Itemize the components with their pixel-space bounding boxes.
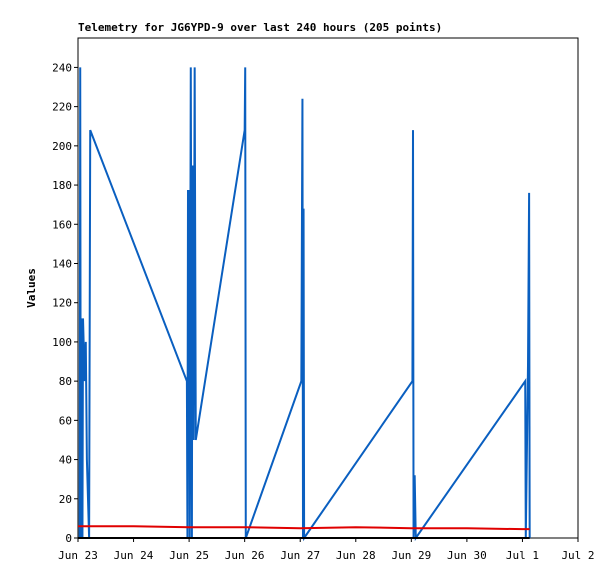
x-tick-label: Jun 30 [447, 549, 487, 562]
x-tick-label: Jun 25 [169, 549, 209, 562]
x-tick-label: Jun 28 [336, 549, 376, 562]
series-line [78, 525, 530, 531]
y-tick-label: 140 [52, 257, 72, 270]
y-tick-label: 160 [52, 218, 72, 231]
x-tick-label: Jun 26 [225, 549, 265, 562]
y-tick-label: 0 [65, 532, 72, 545]
y-tick-label: 40 [59, 454, 72, 467]
y-axis-label: Values [25, 268, 38, 308]
x-tick-label: Jun 24 [114, 549, 154, 562]
x-tick-label: Jun 29 [391, 549, 431, 562]
x-tick-label: Jun 23 [58, 549, 98, 562]
y-tick-label: 80 [59, 375, 72, 388]
x-tick-label: Jul 2 [561, 549, 594, 562]
y-tick-label: 200 [52, 140, 72, 153]
y-tick-label: 60 [59, 414, 72, 427]
plot-frame [77, 37, 579, 539]
x-tick-label: Jun 27 [280, 549, 320, 562]
series-line [78, 67, 531, 542]
y-tick-label: 240 [52, 61, 72, 74]
chart-title: Telemetry for JG6YPD-9 over last 240 hou… [78, 21, 442, 34]
y-tick-label: 20 [59, 493, 72, 506]
x-tick-label: Jul 1 [506, 549, 539, 562]
y-tick-label: 220 [52, 101, 72, 114]
y-tick-label: 100 [52, 336, 72, 349]
y-tick-label: 120 [52, 297, 72, 310]
y-tick-label: 180 [52, 179, 72, 192]
